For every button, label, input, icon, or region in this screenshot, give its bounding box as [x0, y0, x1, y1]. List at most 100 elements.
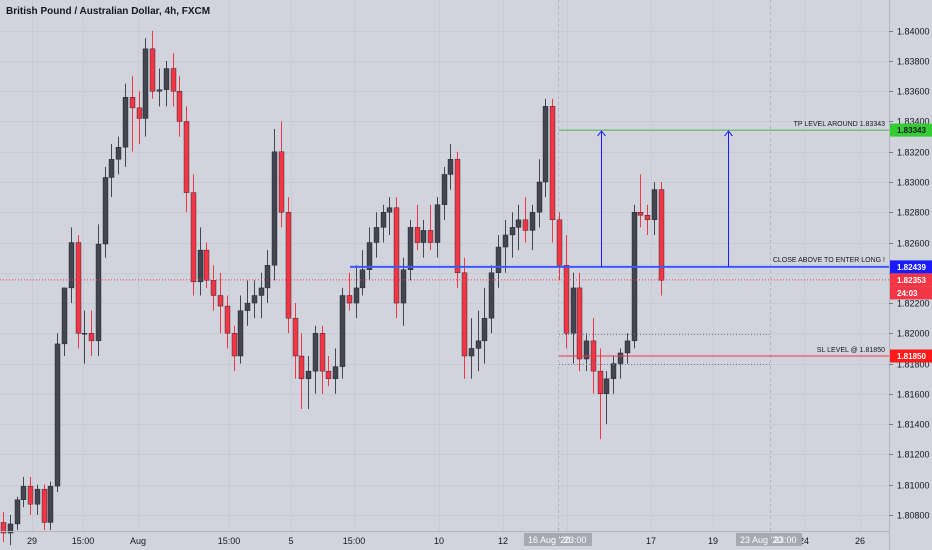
- candle-body: [163, 68, 170, 90]
- candle-body: [610, 363, 617, 379]
- time-tick-label: 24: [799, 536, 809, 546]
- time-tick-label: 26: [855, 536, 865, 546]
- entry-price-tag-bg: [890, 260, 932, 274]
- time-tick-label: 29: [27, 536, 37, 546]
- candle-body: [373, 227, 380, 243]
- price-tick-label: 1.80800: [897, 511, 930, 521]
- candle-body: [420, 230, 427, 243]
- price-tags: 1.83343 1.82439 1.82353 24:03 1.81850: [890, 123, 932, 363]
- candle-body: [400, 269, 407, 304]
- price-tick-label: 1.82800: [897, 208, 930, 218]
- entry-level-label: CLOSE ABOVE TO ENTER LONG !: [773, 257, 885, 264]
- countdown-tag-text: 24:03: [897, 289, 918, 298]
- candle-body: [129, 97, 136, 109]
- price-tick-label: 1.83200: [897, 148, 930, 158]
- candle-body: [61, 287, 68, 345]
- candle-body: [603, 378, 610, 395]
- candle-body: [20, 485, 27, 500]
- candle-body: [563, 265, 570, 334]
- candle-body: [631, 212, 638, 342]
- candle-body: [447, 159, 454, 175]
- candle-body: [495, 246, 502, 273]
- time-tick-label: 12: [498, 536, 508, 546]
- candle-body: [617, 352, 624, 364]
- candle-body: [576, 287, 583, 360]
- candle-body: [122, 97, 129, 148]
- price-tick-label: 1.83600: [897, 87, 930, 97]
- entry-price-tag-text: 1.82439: [897, 263, 926, 272]
- time-tick-label: 15:00: [343, 536, 366, 546]
- time-highlight-end-date: 23 Aug '20: [740, 535, 782, 545]
- candle-body: [298, 355, 305, 379]
- price-tick-label: 1.81800: [897, 360, 930, 370]
- candle-body: [88, 333, 95, 342]
- candle-body: [34, 488, 41, 505]
- candle-body: [75, 242, 82, 334]
- target-arrow-head: [724, 130, 733, 137]
- candle-body: [156, 89, 163, 92]
- candle-body: [332, 366, 339, 379]
- candle-body: [14, 499, 21, 525]
- tp-price-tag-bg: [890, 123, 932, 137]
- candle-body: [366, 242, 373, 270]
- candle-body: [197, 249, 204, 283]
- candle-body: [203, 249, 210, 281]
- candle-body: [522, 219, 529, 231]
- last-price-tag-bg: [890, 273, 932, 287]
- candle-body: [231, 333, 238, 357]
- candle-body: [454, 159, 461, 273]
- candle-body: [54, 343, 61, 487]
- candle-body: [637, 212, 644, 216]
- candle-body: [47, 485, 54, 523]
- tp-price-tag: 1.83343: [890, 123, 932, 137]
- candle-body: [441, 174, 448, 205]
- candle-body: [468, 348, 475, 357]
- price-tick-label: 1.82200: [897, 299, 930, 309]
- candle-body: [27, 485, 34, 505]
- candle-body: [434, 204, 441, 243]
- candle-body: [210, 280, 217, 296]
- candle-body: [542, 106, 549, 183]
- candle-body: [319, 333, 326, 372]
- candle-body: [285, 212, 292, 319]
- candle-body: [651, 189, 658, 221]
- candle-body: [339, 295, 346, 367]
- candle-body: [7, 523, 14, 534]
- candle-body: [502, 234, 509, 248]
- price-tick-label: 1.83400: [897, 117, 930, 127]
- time-highlight-start-date: 16 Aug '20: [528, 535, 570, 545]
- candle-body: [190, 192, 197, 283]
- candle-body: [142, 48, 149, 119]
- candle-body: [346, 295, 353, 304]
- candle-body: [393, 207, 400, 304]
- price-tick-label: 1.82600: [897, 239, 930, 249]
- target-arrow-head: [597, 130, 606, 137]
- candle-body: [353, 287, 360, 304]
- candle-body: [108, 159, 115, 178]
- candle-body: [624, 340, 631, 354]
- candle-body: [312, 333, 319, 372]
- candle-body: [264, 265, 271, 289]
- candle-body: [68, 242, 75, 289]
- candles: [0, 30, 665, 546]
- candle-body: [258, 287, 265, 296]
- sl-price-tag-text: 1.81850: [897, 352, 926, 361]
- candle-body: [170, 68, 177, 92]
- candle-body: [278, 151, 285, 213]
- price-tick-label: 1.82000: [897, 329, 930, 339]
- price-tick-label: 1.81600: [897, 390, 930, 400]
- candle-body: [136, 107, 143, 119]
- candle-body: [509, 227, 516, 236]
- chart-title: British Pound / Australian Dollar, 4h, F…: [6, 6, 211, 17]
- candle-body: [176, 91, 183, 122]
- candle-body: [251, 295, 258, 304]
- candle-body: [380, 212, 387, 228]
- countdown-tag-bg: [890, 286, 932, 300]
- time-axis[interactable]: 2915:00Aug15:00515:00101215:001719242616…: [27, 533, 865, 546]
- price-tick-label: 1.81400: [897, 420, 930, 430]
- price-tick-label: 1.81200: [897, 450, 930, 460]
- time-tick-label: 15:00: [72, 536, 95, 546]
- candle-body: [644, 215, 651, 221]
